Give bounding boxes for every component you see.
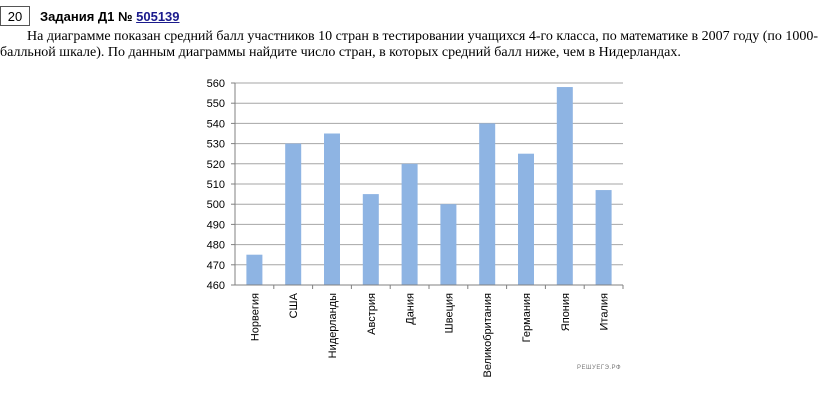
x-tick-label: Австрия: [366, 293, 378, 335]
bar: [362, 194, 379, 285]
bar: [324, 133, 340, 285]
bar: [401, 163, 418, 285]
x-tick-label: Япония: [560, 293, 572, 331]
bar: [595, 190, 612, 285]
y-tick-label: 490: [207, 219, 225, 231]
bar: [556, 87, 573, 285]
y-tick-label: 540: [207, 118, 225, 130]
task-number: 20: [0, 6, 30, 26]
y-tick-label: 500: [207, 199, 225, 211]
bar: [285, 143, 302, 285]
y-tick-label: 470: [207, 260, 225, 272]
task-header: 20 Задания Д1 № 505139: [0, 5, 180, 27]
chart-axes: [231, 82, 624, 289]
task-title: Задания Д1 № 505139: [40, 9, 180, 24]
x-tick-label: Италия: [599, 293, 611, 331]
y-tick-label: 530: [207, 139, 225, 151]
y-tick-label: 460: [207, 280, 225, 292]
task-title-prefix: Задания Д1 №: [40, 8, 133, 24]
x-tick-label: Великобритания: [482, 293, 494, 378]
watermark-text: РЕШУЕГЭ.РФ: [577, 365, 621, 371]
x-tick-label: Швеция: [443, 293, 455, 333]
x-tick-label: Нидерланды: [327, 293, 339, 358]
y-tick-label: 480: [207, 240, 225, 252]
problem-text: На диаграмме показан средний балл участн…: [0, 29, 819, 60]
y-tick-label: 550: [207, 98, 225, 110]
y-tick-label: 520: [207, 159, 225, 171]
x-tick-label: Германия: [521, 293, 533, 342]
x-tick-label: Норвегия: [249, 293, 261, 341]
bar: [246, 254, 263, 285]
x-tick-label: Дания: [405, 293, 417, 325]
bar: [479, 123, 496, 286]
chart-labels: 460 470 480 490 500 510 520 530 540 550 560 Норвеги…: [207, 78, 611, 377]
y-tick-label: 560: [207, 78, 225, 90]
x-tick-label: США: [288, 292, 300, 318]
bar: [518, 153, 534, 285]
bar: [440, 204, 457, 285]
task-id-link[interactable]: 505139: [136, 8, 180, 24]
y-tick-label: 510: [207, 179, 225, 191]
chart-bars: [246, 87, 612, 286]
